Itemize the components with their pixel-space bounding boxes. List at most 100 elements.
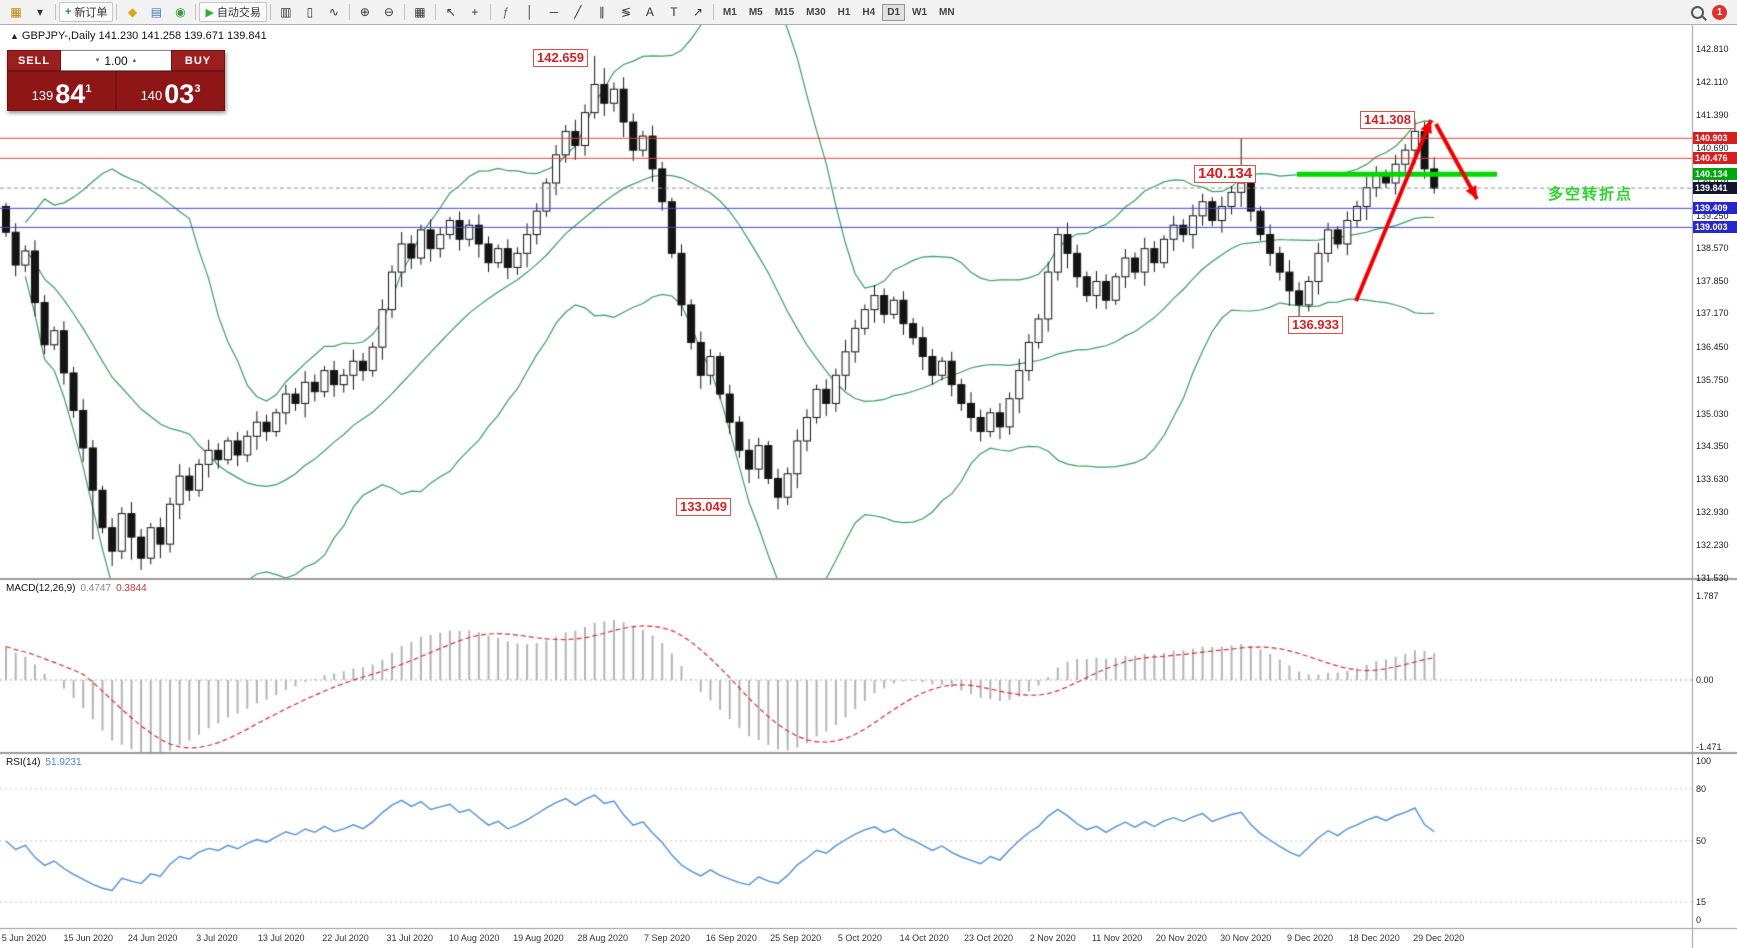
price-tick-label: 133.630 bbox=[1696, 474, 1729, 485]
date-axis-label: 10 Aug 2020 bbox=[448, 933, 500, 943]
new-order-button[interactable]: + 新订单 bbox=[59, 2, 114, 22]
bar-chart-icon-glyph: ▥ bbox=[280, 5, 292, 19]
toolbar-separator bbox=[269, 4, 271, 20]
bar-chart-icon[interactable]: ▥ bbox=[274, 3, 298, 21]
search-icon[interactable] bbox=[1691, 5, 1704, 19]
horizontal-line-icon-glyph: ─ bbox=[549, 5, 559, 19]
rsi-axis-label: 15 bbox=[1696, 896, 1707, 907]
buy-price-pips: 03 bbox=[164, 79, 195, 109]
date-axis-label: 11 Nov 2020 bbox=[1091, 933, 1143, 943]
chart-list-dropdown-icon[interactable]: ▾ bbox=[28, 3, 52, 21]
timeframe-button-h1[interactable]: H1 bbox=[837, 6, 851, 18]
buy-price-button[interactable]: 140 03 3 bbox=[116, 71, 225, 111]
new-chart-icon[interactable]: ▦ bbox=[4, 3, 28, 21]
timeframe-button-m1[interactable]: M1 bbox=[722, 6, 737, 18]
date-axis-label: 19 Aug 2020 bbox=[513, 933, 564, 943]
navigator-icon[interactable]: ◉ bbox=[168, 3, 192, 21]
horizontal-line-icon[interactable]: ─ bbox=[542, 3, 566, 21]
candlestick-chart-icon-glyph: ▯ bbox=[306, 5, 314, 19]
tile-windows-icon[interactable]: ▦ bbox=[408, 3, 432, 21]
text-icon-glyph: A bbox=[645, 5, 654, 19]
date-axis-label: 28 Aug 2020 bbox=[577, 933, 628, 943]
price-tick-label: 141.390 bbox=[1696, 110, 1729, 121]
toolbar-separator bbox=[489, 4, 491, 20]
indicators-icon[interactable]: ƒ bbox=[494, 3, 518, 21]
date-axis-label: 16 Sep 2020 bbox=[705, 933, 757, 943]
price-annotation[interactable]: 140.134 bbox=[1194, 165, 1257, 183]
timeframe-button-w1[interactable]: W1 bbox=[912, 6, 928, 18]
auto-trading-button-label: 自动交易 bbox=[216, 7, 261, 19]
macd-axis-label: -1.471 bbox=[1696, 742, 1722, 752]
cursor-icon[interactable]: ↖ bbox=[439, 3, 463, 21]
date-axis-label: 25 Sep 2020 bbox=[770, 933, 822, 943]
timeframe-button-mn[interactable]: MN bbox=[939, 6, 955, 18]
date-axis-label: 7 Sep 2020 bbox=[643, 933, 691, 943]
date-axis-label: 18 Dec 2020 bbox=[1348, 933, 1400, 943]
text-label-icon[interactable]: T bbox=[662, 3, 686, 21]
price-annotation[interactable]: 133.049 bbox=[676, 498, 731, 516]
timeframe-button-h4[interactable]: H4 bbox=[862, 6, 876, 18]
symbol-ohlc-text: GBPJPY-,Daily 141.230 141.258 139.671 13… bbox=[21, 30, 267, 42]
zoom-in-icon-glyph: ⊕ bbox=[359, 5, 370, 19]
toolbar-separator bbox=[434, 4, 436, 20]
price-axis-tag: 140.134 bbox=[1693, 168, 1737, 181]
price-annotation[interactable]: 141.308 bbox=[1360, 111, 1415, 129]
rsi-indicator-label: RSI(14) 51.9231 bbox=[6, 757, 82, 768]
sell-button[interactable]: SELL bbox=[7, 50, 61, 71]
date-axis-label: 22 Jul 2020 bbox=[322, 933, 369, 943]
price-annotation[interactable]: 136.933 bbox=[1288, 316, 1343, 334]
timeframe-button-m30[interactable]: M30 bbox=[806, 6, 826, 18]
timeframe-button-d1[interactable]: D1 bbox=[882, 3, 906, 21]
sell-price-pips: 84 bbox=[55, 79, 86, 109]
volume-stepper[interactable]: ▾ 1.00 ▴ bbox=[61, 50, 171, 71]
date-axis-label: 5 Oct 2020 bbox=[837, 933, 882, 943]
equidistant-channel-icon-glyph: ∥ bbox=[598, 5, 605, 19]
sell-price-point: 1 bbox=[85, 83, 92, 95]
line-chart-icon-glyph: ∿ bbox=[328, 5, 339, 19]
date-axis-label: 31 Jul 2020 bbox=[386, 933, 434, 943]
date-axis-label: 3 Jul 2020 bbox=[196, 933, 238, 943]
price-annotation[interactable]: 142.659 bbox=[533, 49, 588, 67]
zoom-out-icon-glyph: ⊖ bbox=[383, 5, 394, 19]
zoom-in-icon[interactable]: ⊕ bbox=[353, 3, 377, 21]
price-axis-tag: 139.409 bbox=[1693, 202, 1737, 215]
arrows-icon[interactable]: ↗ bbox=[686, 3, 710, 21]
bull-bear-turning-point-note[interactable]: 多空转折点 bbox=[1548, 186, 1634, 203]
sell-price-button[interactable]: 139 84 1 bbox=[7, 71, 116, 111]
date-axis-label: 24 Jun 2020 bbox=[127, 933, 178, 943]
line-chart-icon[interactable]: ∿ bbox=[322, 3, 346, 21]
new-order-button-label: 新订单 bbox=[74, 7, 108, 19]
date-axis-label: 15 Jun 2020 bbox=[63, 933, 114, 943]
candlestick-chart-icon[interactable]: ▯ bbox=[298, 3, 322, 21]
price-axis-tag: 140.903 bbox=[1693, 132, 1737, 145]
timeframe-button-m15[interactable]: M15 bbox=[774, 6, 795, 18]
volume-spin-down[interactable]: ▾ bbox=[95, 56, 100, 64]
text-icon[interactable]: A bbox=[638, 3, 662, 21]
toolbar: ▦ ▾ + 新订单 ◆ ▤ ◉ ▶ 自动交易 ▥ ▯ ∿ ⊕ ⊖ ▦ ↖ + ƒ │ ─ ╱ ∥ ≶ A T ↗ M1 M5 M15 M3… bbox=[0, 0, 1737, 25]
market-watch-icon[interactable]: ◆ bbox=[120, 3, 144, 21]
vertical-line-icon[interactable]: │ bbox=[518, 3, 542, 21]
price-axis-tag: 139.841 bbox=[1693, 182, 1737, 195]
data-window-icon-glyph: ▤ bbox=[150, 5, 163, 19]
price-tick-label: 139.970 bbox=[1696, 177, 1729, 187]
price-axis-tag: 140.476 bbox=[1693, 152, 1737, 165]
notification-badge[interactable]: 1 bbox=[1712, 4, 1727, 20]
macd-indicator-label: MACD(12,26,9) 0.4747 0.3844 bbox=[6, 583, 147, 594]
cursor-icon-glyph: ↖ bbox=[445, 5, 456, 19]
crosshair-icon[interactable]: + bbox=[463, 3, 487, 21]
data-window-icon[interactable]: ▤ bbox=[144, 3, 168, 21]
equidistant-channel-icon[interactable]: ∥ bbox=[590, 3, 614, 21]
rsi-axis-label: 80 bbox=[1696, 783, 1707, 794]
zoom-out-icon[interactable]: ⊖ bbox=[377, 3, 401, 21]
buy-button[interactable]: BUY bbox=[171, 50, 225, 71]
fibonacci-icon[interactable]: ≶ bbox=[614, 3, 638, 21]
volume-spin-up[interactable]: ▴ bbox=[132, 56, 137, 64]
trendline-icon[interactable]: ╱ bbox=[566, 3, 590, 21]
date-axis-label: 30 Nov 2020 bbox=[1220, 933, 1272, 943]
timeframe-button-m5[interactable]: M5 bbox=[748, 6, 763, 18]
toolbar-separator bbox=[116, 4, 118, 20]
auto-trading-button[interactable]: ▶ 自动交易 bbox=[199, 2, 267, 22]
symbol-header: ▲ GBPJPY-,Daily 141.230 141.258 139.671 1… bbox=[10, 30, 267, 42]
new-order-button-glyph: + bbox=[65, 6, 72, 18]
